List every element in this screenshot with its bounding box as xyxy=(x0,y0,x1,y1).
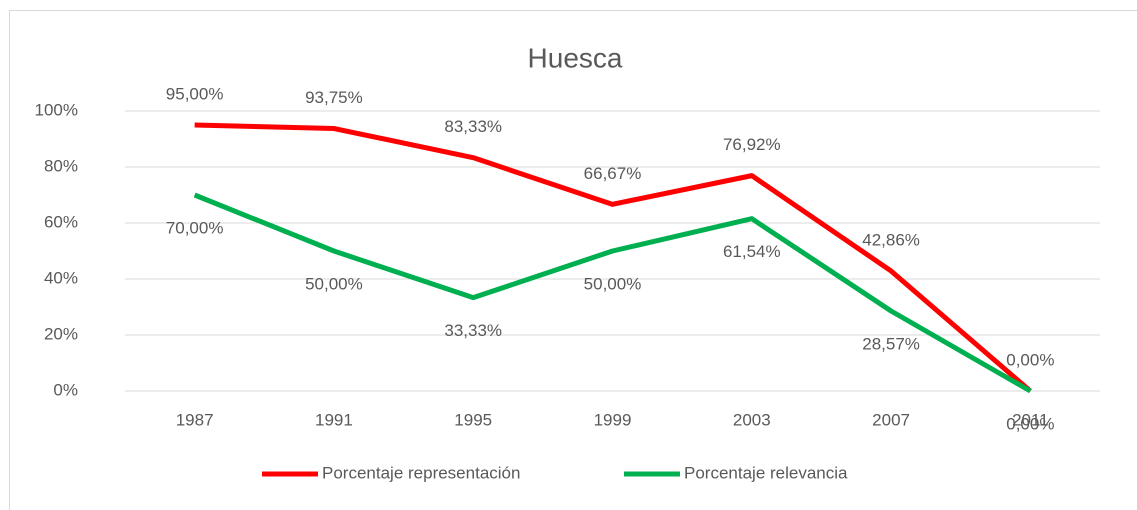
x-tick-label: 1987 xyxy=(176,410,214,429)
data-label: 50,00% xyxy=(584,274,642,293)
y-tick-label: 0% xyxy=(53,380,78,399)
series-line xyxy=(193,192,1032,394)
x-tick-label: 1999 xyxy=(594,410,632,429)
x-tick-label: 1991 xyxy=(315,410,353,429)
data-label: 95,00% xyxy=(166,84,224,103)
data-label: 61,54% xyxy=(723,242,781,261)
y-tick-label: 100% xyxy=(35,100,78,119)
data-label: 0,00% xyxy=(1006,414,1054,433)
data-label: 50,00% xyxy=(305,274,363,293)
x-tick-label: 2011 xyxy=(1012,410,1049,429)
data-label: 66,67% xyxy=(584,164,642,183)
x-tick-label: 2003 xyxy=(733,410,771,429)
x-tick-label: 1995 xyxy=(454,410,492,429)
legend-label: Porcentaje relevancia xyxy=(684,463,848,482)
data-label: 42,86% xyxy=(862,230,920,249)
y-tick-label: 20% xyxy=(44,324,78,343)
y-tick-label: 80% xyxy=(44,156,78,175)
series-line xyxy=(194,122,1032,393)
data-label: 76,92% xyxy=(723,135,781,154)
data-label: 0,00% xyxy=(1006,350,1054,369)
legend-label: Porcentaje representación xyxy=(322,463,520,482)
chart-title: Huesca xyxy=(528,42,623,73)
y-tick-label: 40% xyxy=(44,268,78,287)
x-tick-label: 2007 xyxy=(872,410,910,429)
data-label: 70,00% xyxy=(166,218,224,237)
data-label: 33,33% xyxy=(444,321,502,340)
data-label: 28,57% xyxy=(862,334,920,353)
y-tick-label: 60% xyxy=(44,212,78,231)
data-label: 83,33% xyxy=(444,117,502,136)
chart-frame xyxy=(9,10,1137,510)
data-label: 93,75% xyxy=(305,88,363,107)
